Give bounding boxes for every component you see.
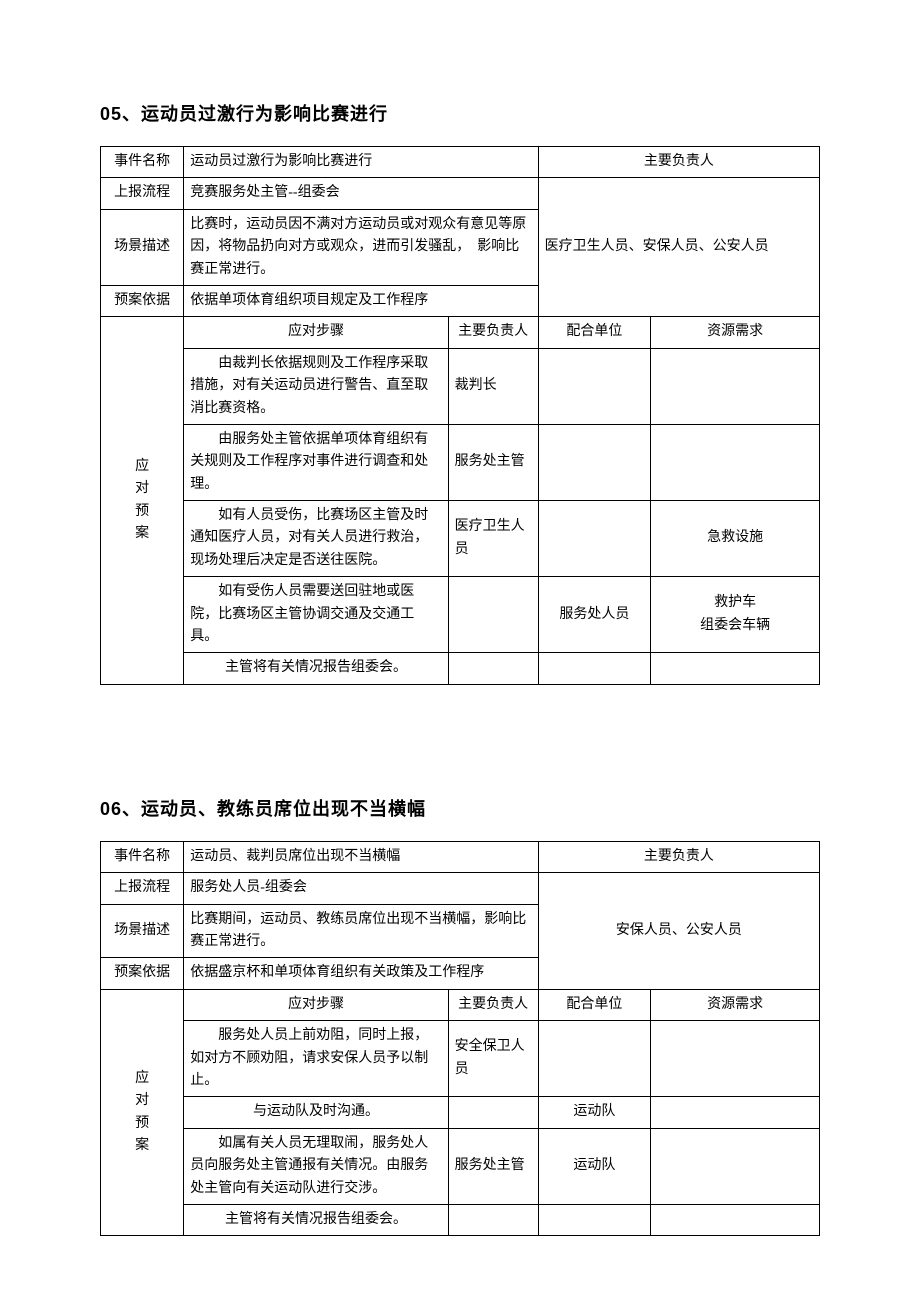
cell-resp: 安全保卫人员 <box>448 1021 538 1097</box>
cell-res <box>651 653 820 684</box>
cell-res-header: 资源需求 <box>651 989 820 1020</box>
table-row: 如属有关人员无理取闹，服务处人员向服务处主管通报有关情况。由服务处主管向有关运动… <box>101 1128 820 1204</box>
cell-resp <box>448 1097 538 1128</box>
cell-reportflow-label: 上报流程 <box>101 178 184 209</box>
table-row: 如有人员受伤，比赛场区主管及时通知医疗人员，对有关人员进行救治，现场处理后决定是… <box>101 501 820 577</box>
cell-scene-value: 比赛时，运动员因不满对方运动员或对观众有意见等原因，将物品扔向对方或观众，进而引… <box>184 209 538 285</box>
cell-step: 由服务处主管依据单项体育组织有关规则及工作程序对事件进行调查和处理。 <box>184 424 448 500</box>
cell-step: 主管将有关情况报告组委会。 <box>184 653 448 684</box>
cell-basis-label: 预案依据 <box>101 958 184 989</box>
cell-coop <box>538 1021 651 1097</box>
table-row: 主管将有关情况报告组委会。 <box>101 1204 820 1235</box>
cell-res <box>651 424 820 500</box>
cell-event-name-label: 事件名称 <box>101 841 184 872</box>
table-06: 事件名称 运动员、裁判员席位出现不当横幅 主要负责人 上报流程 服务处人员-组委… <box>100 841 820 1236</box>
cell-step: 服务处人员上前劝阻，同时上报，如对方不顾劝阻，请求安保人员予以制止。 <box>184 1021 448 1097</box>
cell-coop <box>538 1204 651 1235</box>
cell-coop <box>538 348 651 424</box>
cell-scene-label: 场景描述 <box>101 209 184 285</box>
cell-basis-value: 依据盛京杯和单项体育组织有关政策及工作程序 <box>184 958 538 989</box>
cell-scene-value: 比赛期间，运动员、教练员席位出现不当横幅，影响比赛正常进行。 <box>184 904 538 958</box>
cell-step: 如属有关人员无理取闹，服务处人员向服务处主管通报有关情况。由服务处主管向有关运动… <box>184 1128 448 1204</box>
cell-resp <box>448 1204 538 1235</box>
cell-res-header: 资源需求 <box>651 317 820 348</box>
cell-resp-header: 主要负责人 <box>448 317 538 348</box>
table-row: 应对预案 应对步骤 主要负责人 配合单位 资源需求 <box>101 317 820 348</box>
cell-res: 救护车组委会车辆 <box>651 577 820 653</box>
cell-res <box>651 1021 820 1097</box>
table-row: 事件名称 运动员过激行为影响比赛进行 主要负责人 <box>101 147 820 178</box>
cell-step: 主管将有关情况报告组委会。 <box>184 1204 448 1235</box>
cell-step: 由裁判长依据规则及工作程序采取措施，对有关运动员进行警告、直至取消比赛资格。 <box>184 348 448 424</box>
cell-scene-label: 场景描述 <box>101 904 184 958</box>
cell-coop: 运动队 <box>538 1097 651 1128</box>
table-row: 如有受伤人员需要送回驻地或医院，比赛场区主管协调交通及交通工具。 服务处人员 救… <box>101 577 820 653</box>
cell-step: 如有人员受伤，比赛场区主管及时通知医疗人员，对有关人员进行救治，现场处理后决定是… <box>184 501 448 577</box>
cell-basis-value: 依据单项体育组织项目规定及工作程序 <box>184 285 538 316</box>
table-row: 由裁判长依据规则及工作程序采取措施，对有关运动员进行警告、直至取消比赛资格。 裁… <box>101 348 820 424</box>
cell-reportflow-value: 竞赛服务处主管--组委会 <box>184 178 538 209</box>
cell-step-header: 应对步骤 <box>184 317 448 348</box>
cell-resp: 医疗卫生人员 <box>448 501 538 577</box>
table-row: 上报流程 服务处人员-组委会 安保人员、公安人员 <box>101 873 820 904</box>
cell-coop-header: 配合单位 <box>538 989 651 1020</box>
cell-event-name-value: 运动员、裁判员席位出现不当横幅 <box>184 841 538 872</box>
cell-reportflow-value: 服务处人员-组委会 <box>184 873 538 904</box>
table-row: 应对预案 应对步骤 主要负责人 配合单位 资源需求 <box>101 989 820 1020</box>
cell-coop-header: 配合单位 <box>538 317 651 348</box>
cell-plan-label: 应对预案 <box>101 317 184 684</box>
cell-step-header: 应对步骤 <box>184 989 448 1020</box>
cell-responsible-header: 主要负责人 <box>538 841 819 872</box>
cell-coop <box>538 653 651 684</box>
cell-res: 急救设施 <box>651 501 820 577</box>
cell-res <box>651 1204 820 1235</box>
table-row: 服务处人员上前劝阻，同时上报，如对方不顾劝阻，请求安保人员予以制止。 安全保卫人… <box>101 1021 820 1097</box>
section-06-title: 06、运动员、教练员席位出现不当横幅 <box>100 795 820 821</box>
cell-responsible-header: 主要负责人 <box>538 147 819 178</box>
cell-event-name-value: 运动员过激行为影响比赛进行 <box>184 147 538 178</box>
cell-resp <box>448 577 538 653</box>
cell-basis-label: 预案依据 <box>101 285 184 316</box>
cell-coop <box>538 424 651 500</box>
table-row: 上报流程 竞赛服务处主管--组委会 医疗卫生人员、安保人员、公安人员 <box>101 178 820 209</box>
cell-responsible-value: 安保人员、公安人员 <box>538 873 819 990</box>
cell-step: 如有受伤人员需要送回驻地或医院，比赛场区主管协调交通及交通工具。 <box>184 577 448 653</box>
cell-coop: 服务处人员 <box>538 577 651 653</box>
cell-resp <box>448 653 538 684</box>
table-row: 事件名称 运动员、裁判员席位出现不当横幅 主要负责人 <box>101 841 820 872</box>
cell-plan-label: 应对预案 <box>101 989 184 1236</box>
table-row: 由服务处主管依据单项体育组织有关规则及工作程序对事件进行调查和处理。 服务处主管 <box>101 424 820 500</box>
cell-resp: 服务处主管 <box>448 1128 538 1204</box>
cell-event-name-label: 事件名称 <box>101 147 184 178</box>
section-05-title: 05、运动员过激行为影响比赛进行 <box>100 100 820 126</box>
cell-res <box>651 1097 820 1128</box>
cell-coop <box>538 501 651 577</box>
cell-res <box>651 348 820 424</box>
cell-step: 与运动队及时沟通。 <box>184 1097 448 1128</box>
cell-resp: 裁判长 <box>448 348 538 424</box>
cell-responsible-value: 医疗卫生人员、安保人员、公安人员 <box>538 178 819 317</box>
table-row: 主管将有关情况报告组委会。 <box>101 653 820 684</box>
cell-res <box>651 1128 820 1204</box>
table-05: 事件名称 运动员过激行为影响比赛进行 主要负责人 上报流程 竞赛服务处主管--组… <box>100 146 820 685</box>
cell-coop: 运动队 <box>538 1128 651 1204</box>
cell-reportflow-label: 上报流程 <box>101 873 184 904</box>
cell-resp: 服务处主管 <box>448 424 538 500</box>
cell-resp-header: 主要负责人 <box>448 989 538 1020</box>
table-row: 与运动队及时沟通。 运动队 <box>101 1097 820 1128</box>
